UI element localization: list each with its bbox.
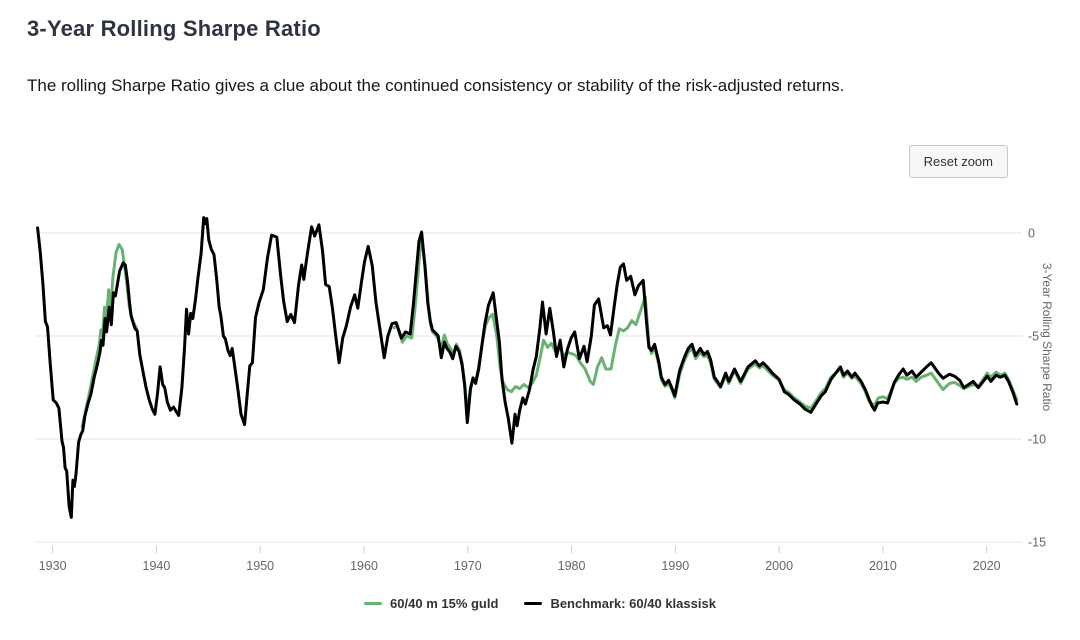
legend-label-1: Benchmark: 60/40 klassisk bbox=[550, 596, 716, 611]
x-tick-label: 1940 bbox=[143, 559, 171, 573]
y-tick-label: -5 bbox=[1028, 330, 1039, 344]
x-tick-label: 1950 bbox=[246, 559, 274, 573]
y-tick-label: -15 bbox=[1028, 536, 1046, 550]
x-tick-label: 1960 bbox=[350, 559, 378, 573]
x-tick-label: 1970 bbox=[454, 559, 482, 573]
x-tick-label: 1930 bbox=[39, 559, 67, 573]
legend-label-0: 60/40 m 15% guld bbox=[390, 596, 499, 611]
legend-item-1[interactable]: Benchmark: 60/40 klassisk bbox=[524, 596, 716, 611]
x-tick-label: 1990 bbox=[661, 559, 689, 573]
page-description: The rolling Sharpe Ratio gives a clue ab… bbox=[27, 76, 845, 95]
chart-legend: 60/40 m 15% guld Benchmark: 60/40 klassis… bbox=[0, 596, 1080, 611]
y-tick-label: 0 bbox=[1028, 227, 1035, 241]
reset-zoom-button[interactable]: Reset zoom bbox=[908, 145, 1008, 178]
page-title: 3-Year Rolling Sharpe Ratio bbox=[27, 16, 321, 41]
y-tick-label: -10 bbox=[1028, 433, 1046, 447]
series-line-1[interactable] bbox=[36, 216, 1019, 519]
series-line-0[interactable] bbox=[392, 233, 1019, 418]
x-tick-label: 2020 bbox=[973, 559, 1001, 573]
legend-item-0[interactable]: 60/40 m 15% guld bbox=[364, 596, 498, 611]
x-tick-label: 1980 bbox=[558, 559, 586, 573]
x-tick-label: 2010 bbox=[869, 559, 897, 573]
y-axis-title: 3-Year Rolling Sharpe Ratio bbox=[1040, 263, 1054, 412]
legend-swatch-1 bbox=[524, 602, 543, 605]
x-tick-label: 2000 bbox=[765, 559, 793, 573]
legend-swatch-0 bbox=[364, 602, 383, 605]
